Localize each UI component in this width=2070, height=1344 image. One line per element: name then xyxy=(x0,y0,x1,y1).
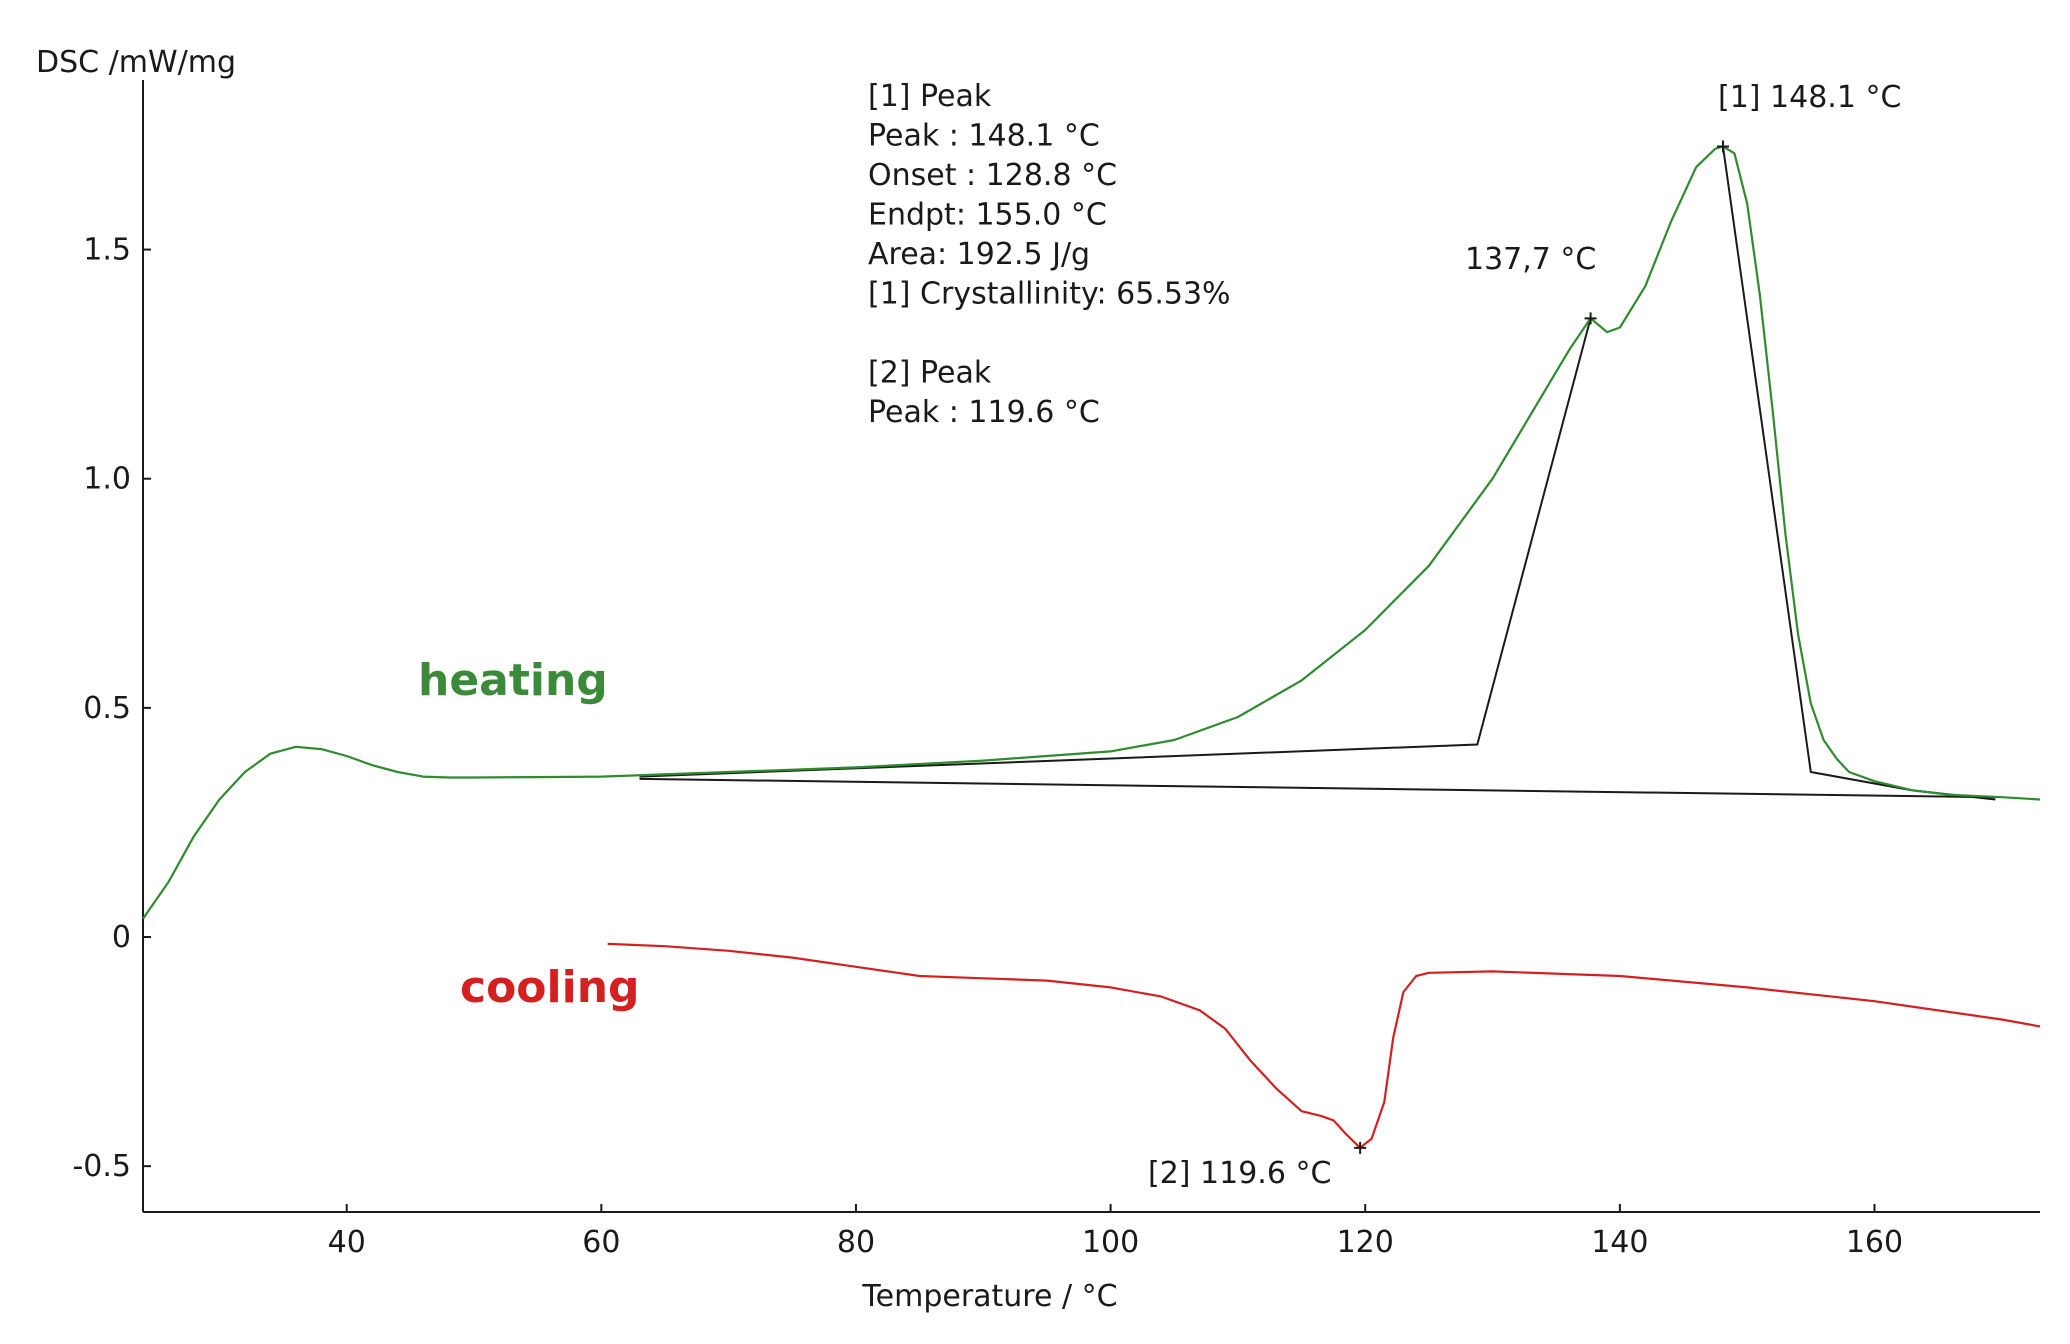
y-tick-label-4: 1.5 xyxy=(83,233,131,268)
series-label-heating: heating xyxy=(418,655,608,706)
info-line-0: [1] Peak xyxy=(868,79,992,114)
info-line-8: Peak : 119.6 °C xyxy=(868,395,1100,430)
x-tick-label-60: 60 xyxy=(582,1225,620,1260)
construction-line-0 xyxy=(639,318,1592,778)
x-tick-label-120: 120 xyxy=(1337,1225,1394,1260)
peak-marker-0 xyxy=(1584,312,1597,325)
info-line-1: Peak : 148.1 °C xyxy=(868,119,1100,154)
info-line-5: [1] Crystallinity: 65.53% xyxy=(868,277,1231,312)
x-tick-label-160: 160 xyxy=(1846,1225,1903,1260)
info-line-3: Endpt: 155.0 °C xyxy=(868,198,1107,233)
y-tick-label-2: 0.5 xyxy=(83,691,131,726)
axes xyxy=(142,80,2040,1213)
construction-line-1 xyxy=(1722,146,1996,801)
x-tick-label-40: 40 xyxy=(328,1225,366,1260)
y-tick-label-0: -0.5 xyxy=(72,1149,131,1184)
ticks: 40 60 80 100 120 140 160 -0.5 0 0.5 1.0 1.5 xyxy=(72,233,1903,1260)
x-axis-label: Temperature / °C xyxy=(861,1279,1117,1314)
x-tick-label-140: 140 xyxy=(1591,1225,1648,1260)
series-lines xyxy=(142,145,2041,1149)
construction-line-2 xyxy=(639,777,1996,799)
peak-marker-1 xyxy=(1716,140,1729,153)
shoulder-label: 137,7 °C xyxy=(1465,242,1596,277)
info-line-2: Onset : 128.8 °C xyxy=(868,158,1117,193)
y-axis-label: DSC /mW/mg xyxy=(36,45,236,80)
info-line-7: [2] Peak xyxy=(868,356,992,391)
peak-marker-2 xyxy=(1354,1141,1367,1154)
peak2-label: [2] 119.6 °C xyxy=(1148,1156,1331,1191)
series-label-cooling: cooling xyxy=(460,962,640,1013)
peak1-label: [1] 148.1 °C xyxy=(1718,80,1901,115)
info-annotation-block: [1] Peak Peak : 148.1 °C Onset : 128.8 °C E… xyxy=(868,79,1231,430)
y-tick-label-1: 0 xyxy=(112,920,131,955)
series-line-heating xyxy=(142,145,2041,920)
x-tick-label-100: 100 xyxy=(1082,1225,1139,1260)
peak-markers xyxy=(1354,140,1729,1154)
series-line-cooling xyxy=(607,942,2041,1149)
x-tick-label-80: 80 xyxy=(837,1225,875,1260)
info-line-4: Area: 192.5 J/g xyxy=(868,237,1090,272)
y-tick-label-3: 1.0 xyxy=(83,462,131,497)
construction-lines xyxy=(639,146,1996,801)
